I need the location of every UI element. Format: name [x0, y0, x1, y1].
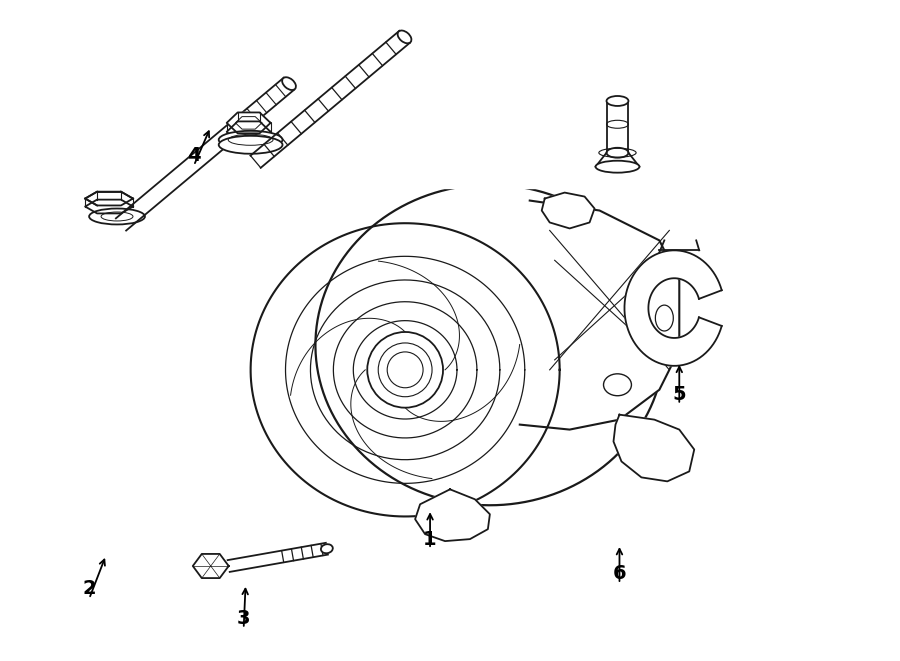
Ellipse shape [655, 305, 673, 331]
Polygon shape [625, 251, 722, 366]
Polygon shape [607, 101, 628, 153]
Text: 6: 6 [613, 564, 626, 584]
Ellipse shape [282, 77, 296, 90]
Ellipse shape [596, 161, 639, 173]
Text: 3: 3 [237, 609, 250, 629]
Polygon shape [410, 182, 585, 188]
Polygon shape [193, 554, 229, 578]
Text: 2: 2 [82, 580, 96, 598]
Ellipse shape [219, 136, 283, 154]
Polygon shape [250, 223, 560, 516]
Ellipse shape [89, 208, 145, 225]
Polygon shape [520, 200, 680, 430]
Ellipse shape [321, 544, 333, 553]
Polygon shape [228, 543, 328, 572]
Polygon shape [542, 192, 595, 229]
Ellipse shape [398, 30, 411, 43]
Ellipse shape [219, 131, 283, 149]
Text: 5: 5 [672, 385, 686, 405]
Polygon shape [86, 192, 97, 206]
Polygon shape [227, 112, 271, 134]
Ellipse shape [607, 148, 628, 158]
Polygon shape [315, 184, 664, 505]
Text: 4: 4 [187, 146, 201, 165]
Polygon shape [86, 192, 133, 206]
Polygon shape [614, 414, 694, 481]
Polygon shape [97, 192, 121, 200]
Polygon shape [250, 31, 410, 168]
Polygon shape [116, 77, 294, 231]
Polygon shape [596, 153, 639, 167]
Text: 1: 1 [423, 529, 436, 549]
Polygon shape [121, 192, 133, 206]
Polygon shape [86, 198, 97, 214]
Ellipse shape [607, 96, 628, 106]
Circle shape [367, 332, 443, 408]
Ellipse shape [604, 374, 632, 396]
Polygon shape [415, 489, 490, 541]
